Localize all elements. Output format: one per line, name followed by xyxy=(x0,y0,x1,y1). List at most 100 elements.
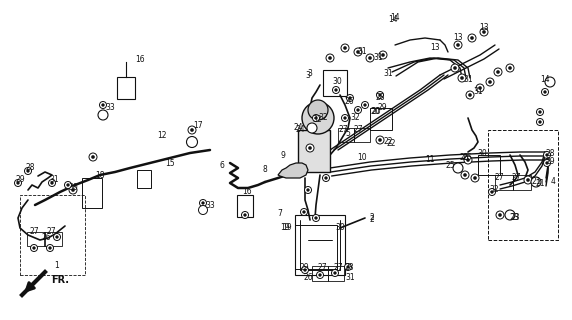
Text: 28: 28 xyxy=(344,262,353,271)
Circle shape xyxy=(65,181,72,188)
Text: 24: 24 xyxy=(293,123,303,132)
Circle shape xyxy=(543,159,550,166)
Text: 12: 12 xyxy=(157,131,167,140)
Text: 2: 2 xyxy=(370,213,375,222)
Text: 32: 32 xyxy=(350,114,360,123)
Circle shape xyxy=(308,147,312,149)
Bar xyxy=(237,195,253,217)
Text: 18: 18 xyxy=(96,171,105,180)
Circle shape xyxy=(326,54,334,62)
Circle shape xyxy=(307,188,309,191)
Circle shape xyxy=(347,94,353,101)
Circle shape xyxy=(344,116,347,119)
Text: 31: 31 xyxy=(373,53,383,62)
Circle shape xyxy=(366,54,374,62)
Text: 29: 29 xyxy=(299,263,309,273)
Circle shape xyxy=(304,268,307,271)
Bar xyxy=(488,130,558,240)
Text: 33: 33 xyxy=(205,202,215,211)
Text: 8: 8 xyxy=(263,165,267,174)
Circle shape xyxy=(454,67,456,69)
Circle shape xyxy=(89,153,97,161)
Text: 27: 27 xyxy=(29,228,39,236)
Circle shape xyxy=(315,217,317,220)
Text: 32: 32 xyxy=(318,113,328,122)
Circle shape xyxy=(301,267,308,274)
Circle shape xyxy=(368,56,372,60)
Circle shape xyxy=(454,41,462,49)
Text: 27: 27 xyxy=(317,263,327,273)
Text: 33: 33 xyxy=(105,103,115,113)
Text: 23: 23 xyxy=(510,213,520,222)
Circle shape xyxy=(100,101,106,108)
Circle shape xyxy=(537,108,543,116)
Text: 14: 14 xyxy=(540,76,550,84)
Text: 30: 30 xyxy=(68,183,78,193)
Circle shape xyxy=(539,121,542,124)
Circle shape xyxy=(344,263,352,270)
Bar xyxy=(354,128,370,142)
Text: 26: 26 xyxy=(462,154,472,163)
Text: 26: 26 xyxy=(459,153,469,162)
Circle shape xyxy=(354,48,362,56)
Text: 31: 31 xyxy=(357,47,367,57)
Bar xyxy=(338,128,354,142)
Circle shape xyxy=(524,176,532,184)
Circle shape xyxy=(341,115,348,122)
Text: 28: 28 xyxy=(25,164,35,172)
Text: 23: 23 xyxy=(509,213,519,222)
Circle shape xyxy=(526,179,530,181)
Circle shape xyxy=(341,44,349,52)
Text: 16: 16 xyxy=(135,55,145,65)
Circle shape xyxy=(470,36,474,40)
Circle shape xyxy=(460,76,463,80)
Circle shape xyxy=(488,188,495,196)
Polygon shape xyxy=(278,163,308,178)
Text: 29: 29 xyxy=(377,103,387,113)
Circle shape xyxy=(468,93,471,97)
Circle shape xyxy=(241,212,248,219)
Circle shape xyxy=(476,84,484,92)
Circle shape xyxy=(382,53,384,57)
Circle shape xyxy=(468,34,476,42)
Text: 2: 2 xyxy=(370,215,375,225)
Circle shape xyxy=(347,266,349,268)
Text: 14: 14 xyxy=(388,15,398,25)
Circle shape xyxy=(509,67,511,69)
Circle shape xyxy=(335,89,337,92)
Text: 26: 26 xyxy=(344,98,354,107)
Text: 20: 20 xyxy=(370,108,380,116)
Circle shape xyxy=(356,50,360,53)
Text: 31: 31 xyxy=(463,76,473,84)
Circle shape xyxy=(471,174,479,182)
Text: 20: 20 xyxy=(371,108,381,116)
Text: 30: 30 xyxy=(332,77,342,86)
Circle shape xyxy=(539,111,542,113)
Text: 31: 31 xyxy=(473,87,483,97)
Circle shape xyxy=(304,187,312,194)
Circle shape xyxy=(482,30,486,34)
Text: 27: 27 xyxy=(353,125,363,134)
Text: 14: 14 xyxy=(390,13,400,22)
Circle shape xyxy=(46,244,54,252)
Circle shape xyxy=(362,101,368,108)
Circle shape xyxy=(376,136,384,144)
Text: 30: 30 xyxy=(335,223,345,233)
Circle shape xyxy=(300,209,308,215)
Circle shape xyxy=(315,116,317,119)
Text: 32: 32 xyxy=(489,186,499,195)
Text: 27: 27 xyxy=(338,125,348,134)
Bar xyxy=(82,178,102,208)
Circle shape xyxy=(496,211,504,219)
Circle shape xyxy=(98,110,108,120)
Text: 27: 27 xyxy=(333,263,343,273)
Circle shape xyxy=(379,93,382,96)
Circle shape xyxy=(379,138,382,141)
Bar xyxy=(478,155,500,175)
Bar xyxy=(323,70,347,96)
Circle shape xyxy=(458,74,466,82)
Circle shape xyxy=(348,97,351,100)
Text: 28: 28 xyxy=(545,148,555,157)
Text: 7: 7 xyxy=(277,209,283,218)
Circle shape xyxy=(49,247,51,249)
